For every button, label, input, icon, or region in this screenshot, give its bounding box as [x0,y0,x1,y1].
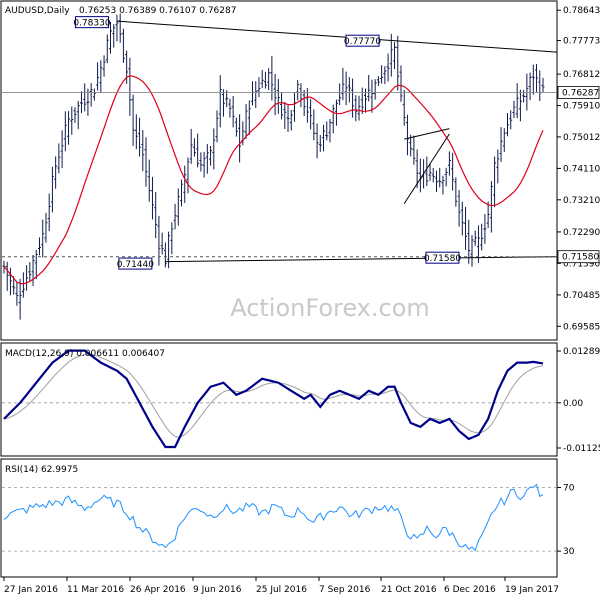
macd-tick-label: 0.012894 [563,347,600,357]
price-tick-label: 0.73210 [563,196,600,206]
x-tick-label: 25 Jul 2016 [256,585,307,595]
annotation-low-0.71580-box [425,251,460,264]
rsi-line [3,483,544,552]
x-tick-label: 9 Jun 2016 [193,585,242,595]
chart-symbol: AUDUSD,Daily [5,6,70,16]
series-layer [2,13,558,552]
price-tick-label: 0.71390 [563,259,600,269]
ohlc-header: 0.76253 0.76389 0.76107 0.76287 [79,6,236,16]
annotation-high-0.78330: 0.78330 [73,19,110,29]
price-tick-label: 0.69585 [563,322,600,332]
rsi-tick-label: 70 [563,483,575,493]
last-price-label: 0.76287 [562,88,599,98]
annotation-low-0.71440-box [118,257,153,270]
price-tick-label: 0.74110 [563,164,600,174]
x-tick-label: 6 Dec 2016 [444,585,496,595]
annotation-high-0.78330-box [74,16,109,29]
annotation-high-0.77770-box [345,34,380,47]
wedge-upper-line [404,128,450,140]
rsi-panel [0,458,558,578]
price-tick-label: 0.77773 [563,37,600,47]
macd-label: MACD(12,26,9) 0.006611 0.006407 [5,349,165,359]
support-level-label: 0.71580 [562,253,599,263]
price-tick-label: 0.72290 [563,228,600,238]
price-tick-label: 0.75910 [563,102,600,112]
x-tick-label: 19 Jan 2017 [505,585,559,595]
upper-trendline [116,20,558,53]
price-tick-label: 0.70485 [563,291,600,301]
macd-tick-label: 0.00 [563,399,583,409]
gridlines [2,9,561,581]
macd-line [3,349,544,449]
annotation-high-0.77770: 0.77770 [344,37,381,47]
watermark: ActionForex.com [230,294,430,322]
price-tick-label: 0.75012 [563,133,600,143]
macd-panel [0,342,558,457]
x-tick-label: 11 Mar 2016 [67,585,124,595]
price-tick-label: 0.76812 [563,70,600,80]
lower-trendline [165,256,558,263]
annotation-low-0.71440: 0.71440 [117,260,154,270]
wedge-lower-line [403,133,450,204]
x-tick-label: 21 Oct 2016 [381,585,437,595]
labels-layer: 0.78643 0.77773 0.76812 0.75910 0.75012 0.741… [4,6,600,595]
moving-average-line [3,75,544,285]
macd-signal-line [3,353,544,438]
x-tick-label: 7 Sep 2016 [319,585,371,595]
rsi-label: RSI(14) 62.9975 [5,465,78,475]
annotation-low-0.71580: 0.71580 [424,254,461,264]
x-tick-label: 26 Apr 2016 [130,585,186,595]
x-tick-label: 27 Jan 2016 [4,585,58,595]
macd-tick-label: -0.011253 [563,444,600,454]
support-level-label-flag [557,250,600,264]
last-price-label-flag [557,86,600,99]
rsi-tick-label: 30 [563,547,575,557]
price-panel [0,0,558,341]
price-tick-label: 0.78643 [563,6,600,16]
